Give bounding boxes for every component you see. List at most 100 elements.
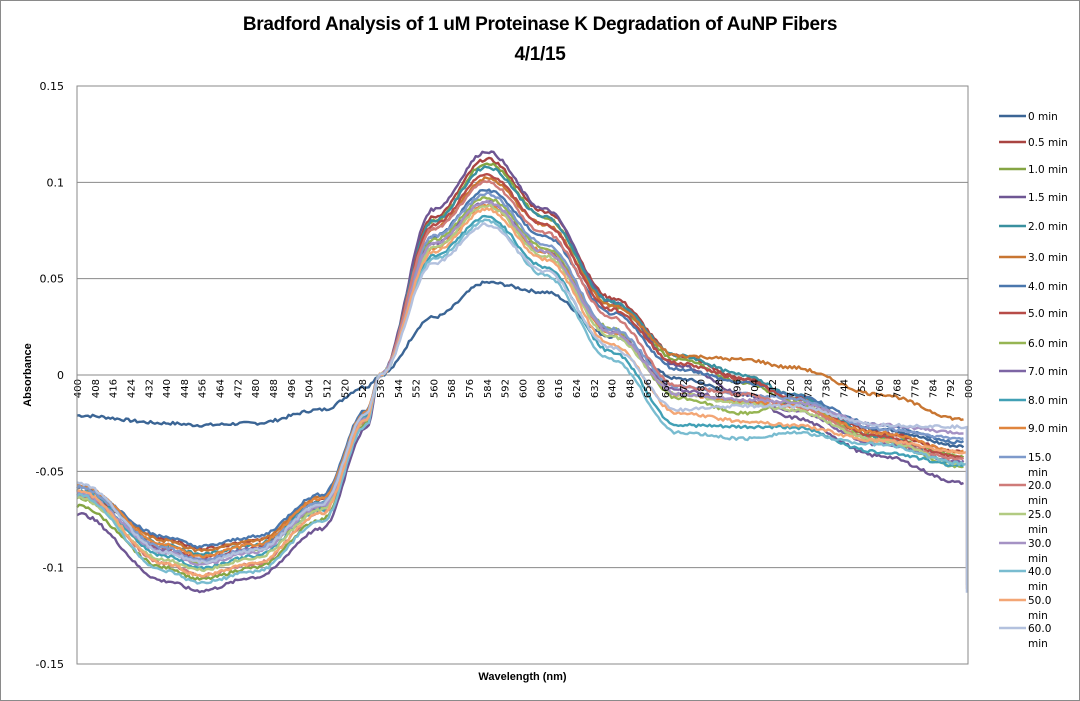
x-tick-label: 784 [928,379,939,398]
legend-label: 5.0 min [1028,308,1068,320]
x-tick-label: 464 [216,379,227,398]
legend-label: 0.5 min [1028,137,1068,149]
legend-label: min [1028,581,1048,593]
y-tick-label: 0.15 [40,80,65,93]
x-tick-label: 768 [893,379,904,398]
x-tick-label: 528 [358,379,369,398]
plot-area-border [76,85,969,665]
x-tick-label: 576 [465,379,476,398]
x-tick-label: 424 [126,379,137,398]
series-line [76,207,969,589]
x-tick-label: 680 [697,379,708,398]
y-tick-label: -0.05 [36,465,64,478]
x-tick-label: 480 [251,379,262,398]
series-line [76,222,969,593]
x-axis-ticks: 400 408 416 424 432 440 448 456 464 472 480 488 496 5… [73,379,975,398]
x-tick-label: 752 [857,379,868,398]
legend-label: 7.0 min [1028,366,1068,378]
legend-label: min [1028,467,1048,479]
y-tick-label: 0.05 [40,273,65,286]
x-tick-label: 792 [946,379,957,398]
legend: 0 min 0.5 min 1.0 min 1.5 min 2.0 min 3.0 min… [999,111,1068,650]
x-tick-label: 584 [483,379,494,398]
x-tick-label: 616 [554,379,565,398]
x-tick-label: 728 [804,379,815,398]
legend-label: 4.0 min [1028,281,1068,293]
chart-title: Bradford Analysis of 1 uM Proteinase K D… [242,14,838,35]
gridlines [77,181,968,569]
x-tick-label: 536 [376,379,387,398]
legend-label: 25.0 [1028,509,1051,521]
y-tick-label: 0 [57,369,64,382]
legend-label: min [1028,553,1048,565]
x-tick-label: 688 [715,379,726,398]
legend-label: 3.0 min [1028,252,1068,264]
y-tick-label: -0.15 [36,658,64,671]
x-tick-label: 520 [340,379,351,398]
x-tick-label: 552 [412,379,423,398]
x-tick-label: 800 [964,379,975,398]
series-line [76,199,964,567]
x-tick-label: 704 [750,379,761,398]
x-tick-label: 640 [608,379,619,398]
x-tick-label: 600 [519,379,530,398]
x-tick-label: 472 [233,379,244,398]
x-tick-label: 712 [768,379,779,398]
series-line [76,203,965,573]
series-line [76,218,969,585]
x-tick-label: 456 [198,379,209,398]
legend-label: 50.0 [1028,595,1051,607]
series-line [76,214,964,571]
x-tick-label: 776 [911,379,922,398]
legend-label: 1.5 min [1028,192,1068,204]
legend-label: 30.0 [1028,538,1051,550]
x-tick-label: 648 [625,379,636,398]
x-tick-label: 432 [144,379,155,398]
x-tick-label: 544 [394,379,405,398]
series-lines [76,150,969,594]
legend-label: 6.0 min [1028,338,1068,350]
x-tick-label: 512 [322,379,333,398]
y-tick-label: 0.1 [47,176,65,189]
x-tick-label: 504 [305,379,316,398]
x-tick-label: 440 [162,379,173,398]
x-tick-label: 560 [429,379,440,398]
x-tick-label: 400 [73,379,84,398]
x-tick-label: 448 [180,379,191,398]
x-tick-label: 416 [109,379,120,398]
x-tick-label: 496 [287,379,298,398]
legend-label: 8.0 min [1028,395,1068,407]
x-tick-label: 592 [501,379,512,398]
x-tick-label: 568 [447,379,458,398]
legend-label: min [1028,495,1048,507]
legend-label: min [1028,610,1048,622]
legend-label: 40.0 [1028,566,1051,578]
legend-label: min [1028,524,1048,536]
x-tick-label: 696 [732,379,743,398]
y-tick-label: -0.1 [43,562,64,575]
chart-subtitle: 4/1/15 [514,44,566,65]
legend-label: 2.0 min [1028,221,1068,233]
series-line [76,150,964,594]
legend-label: 60.0 [1028,623,1051,635]
x-tick-label: 624 [572,379,583,398]
legend-label: 0 min [1028,111,1058,123]
x-tick-label: 488 [269,379,280,398]
legend-label: 20.0 [1028,480,1051,492]
x-tick-label: 608 [536,379,547,398]
x-tick-label: 736 [821,379,832,398]
y-axis-ticks: 0.15 0.1 0.05 0 -0.05 -0.1 -0.15 [36,80,64,671]
legend-label: min [1028,638,1048,650]
x-tick-label: 720 [786,379,797,398]
series-line [76,188,965,550]
x-tick-label: 656 [643,379,654,398]
x-tick-label: 632 [590,379,601,398]
x-tick-label: 672 [679,379,690,398]
x-tick-label: 664 [661,379,672,398]
x-axis-label: Wavelength (nm) [478,671,567,683]
x-tick-label: 408 [91,379,102,398]
legend-label: 9.0 min [1028,423,1068,435]
series-line [76,191,964,563]
y-axis-label: Absorbance [22,343,34,407]
